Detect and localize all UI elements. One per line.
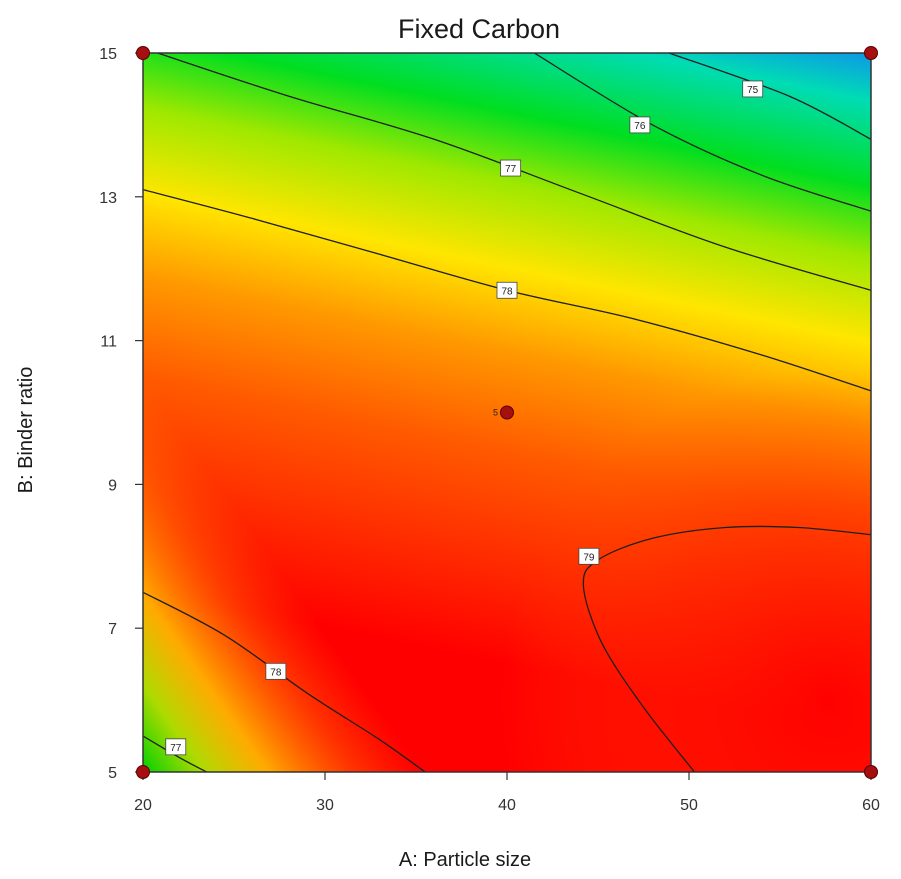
- contour-label-77: 77: [165, 738, 187, 756]
- x-axis-label: A: Particle size: [399, 849, 531, 871]
- contour-label-78: 78: [496, 281, 518, 299]
- y-tick-label: 13: [99, 190, 117, 207]
- x-tick-label: 30: [316, 797, 334, 814]
- svg-text:76: 76: [634, 121, 646, 132]
- design-point: [136, 765, 150, 779]
- contour-line-78: [143, 591, 426, 772]
- y-tick-label: 9: [108, 477, 117, 494]
- y-tick-label: 15: [99, 46, 117, 63]
- y-tick-label: 11: [100, 334, 117, 351]
- design-point: [864, 765, 878, 779]
- svg-text:77: 77: [505, 164, 517, 175]
- x-tick-label: 50: [680, 797, 698, 814]
- contour-label-76: 76: [629, 116, 651, 134]
- x-tick-label: 60: [862, 797, 880, 814]
- design-point: [864, 46, 878, 60]
- design-point: [136, 46, 150, 60]
- design-points: 5: [136, 46, 878, 779]
- contour-label-77: 77: [500, 159, 522, 177]
- y-axis-label: B: Binder ratio: [15, 367, 37, 494]
- contour-labels: 75 76 77 78 79 78 77: [165, 80, 764, 756]
- contour-label-79: 79: [578, 547, 600, 565]
- design-point: [500, 405, 514, 420]
- x-axis: 20 30 40 50 60: [134, 772, 880, 814]
- svg-text:78: 78: [501, 286, 513, 297]
- svg-text:79: 79: [583, 552, 595, 563]
- x-tick-label: 20: [134, 797, 152, 814]
- y-tick-label: 5: [108, 765, 117, 782]
- x-tick-label: 40: [498, 797, 516, 814]
- contour-label-78: 78: [265, 662, 287, 680]
- svg-text:77: 77: [170, 743, 182, 754]
- svg-text:75: 75: [747, 85, 759, 96]
- design-point-label: 5: [493, 408, 498, 418]
- contour-label-75: 75: [742, 80, 764, 98]
- y-tick-label: 7: [108, 621, 117, 638]
- svg-text:78: 78: [270, 667, 282, 678]
- contour-line-77: [143, 735, 208, 772]
- contour-line-76: [533, 53, 871, 212]
- chart-title: Fixed Carbon: [398, 14, 560, 44]
- y-axis: 5 7 9 11 13 15: [99, 46, 143, 782]
- contour-line-75: [668, 53, 871, 140]
